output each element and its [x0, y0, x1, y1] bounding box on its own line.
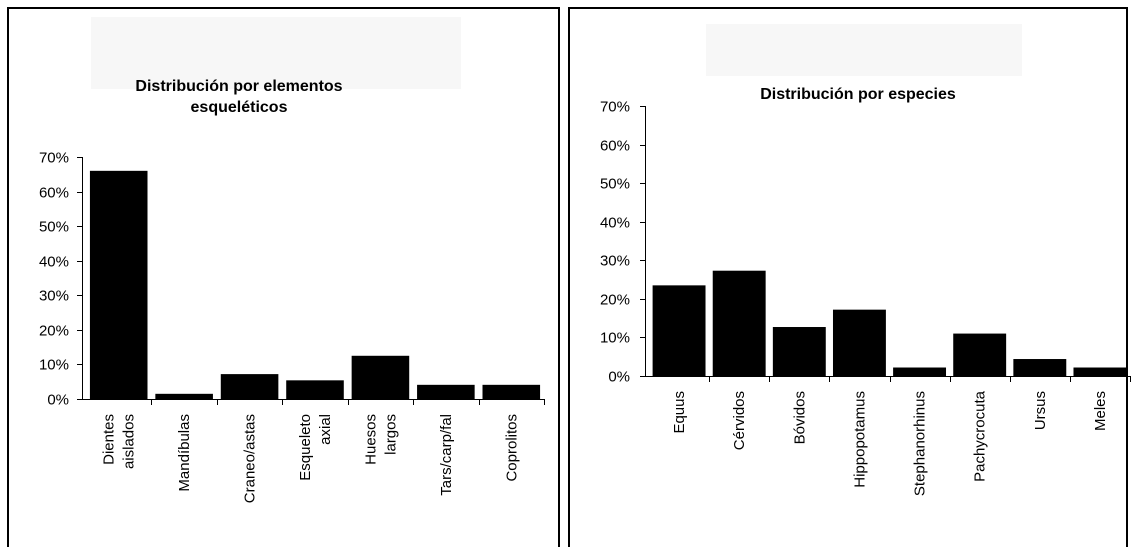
x-category-text: Meles — [1092, 391, 1109, 431]
x-category-label: Ursus — [1032, 391, 1049, 430]
chart-species-svg: Distribución por especies 0% 10% 20% 30% 40% 5… — [600, 24, 1131, 496]
bar — [482, 384, 541, 399]
x-category-line: Stephanorhinus — [912, 391, 929, 496]
x-category-text: Craneo/astas — [242, 414, 259, 503]
x-category-label: Coprolitos — [503, 414, 520, 482]
x-category-line: Cérvidos — [731, 391, 748, 450]
chart-panel-elements: Distribución por elementos esqueléticos 0%… — [7, 7, 560, 547]
x-category-line: Pachycrocuta — [972, 390, 989, 482]
x-category-label: Dientes aislados — [101, 414, 138, 469]
x-category-text: Stephanorhinus — [912, 391, 929, 496]
x-category-line: Tars/carp/fal — [438, 414, 455, 496]
x-category-line: largos — [382, 414, 399, 455]
x-category-label: Pachycrocuta — [972, 390, 989, 482]
y-tick-label: 60% — [39, 185, 69, 202]
x-category-line: axial — [317, 414, 334, 445]
bar — [1073, 367, 1127, 376]
y-tick-label: 30% — [600, 253, 630, 270]
x-category-text: Mandíbulas — [176, 414, 193, 492]
chart-elements-svg: Distribución por elementos esqueléticos 0%… — [39, 17, 545, 503]
x-category-line: Craneo/astas — [242, 414, 259, 503]
x-category-line: Bóvidos — [791, 391, 808, 444]
y-tick-label: 40% — [600, 215, 630, 232]
x-category-text: Tars/carp/fal — [438, 414, 455, 496]
x-category-text: Ursus — [1032, 391, 1049, 430]
x-category-line: Huesos — [362, 414, 379, 465]
bar — [155, 393, 213, 399]
x-category-text: Coprolitos — [503, 414, 520, 482]
bar — [286, 380, 344, 399]
y-tick-label: 30% — [39, 288, 69, 305]
x-category-text: Huesos largos — [362, 414, 399, 465]
bar — [953, 333, 1007, 376]
x-category-line: Coprolitos — [503, 414, 520, 482]
x-category-label: Hippopotamus — [851, 391, 868, 488]
x-category-line: Dientes — [101, 414, 118, 465]
x-category-text: Bóvidos — [791, 391, 808, 444]
x-category-text: Dientes aislados — [101, 414, 138, 469]
x-category-text: Pachycrocuta — [972, 390, 989, 482]
y-tick-label: 20% — [600, 292, 630, 309]
title-background — [91, 17, 461, 89]
x-category-label: Cérvidos — [731, 391, 748, 450]
chart-title: Distribución por elementos esqueléticos — [135, 78, 342, 116]
y-tick-label: 10% — [39, 357, 69, 374]
y-tick-label: 70% — [600, 99, 630, 116]
x-category-line: Equus — [671, 391, 688, 434]
y-tick-label: 50% — [39, 219, 69, 236]
bar — [89, 170, 148, 399]
x-category-line: Meles — [1092, 391, 1109, 431]
bar — [351, 355, 410, 399]
y-tick-label: 50% — [600, 176, 630, 193]
y-tick-label: 0% — [47, 392, 69, 409]
x-category-line: Ursus — [1032, 391, 1049, 430]
x-category-text: Esqueleto axial — [297, 414, 334, 481]
bar — [417, 384, 475, 399]
x-category-label: Bóvidos — [791, 391, 808, 444]
x-category-text: Equus — [671, 391, 688, 434]
x-category-text: Cérvidos — [731, 391, 748, 450]
title-background — [706, 24, 1022, 76]
bar — [893, 367, 947, 376]
y-tick-label: 0% — [608, 369, 630, 386]
bar — [712, 270, 766, 376]
bar — [832, 309, 886, 376]
bar — [1013, 359, 1067, 376]
x-category-text: Hippopotamus — [851, 391, 868, 488]
bar — [652, 285, 706, 376]
bar — [772, 327, 826, 376]
x-category-line: Mandíbulas — [176, 414, 193, 492]
x-category-label: Equus — [671, 391, 688, 434]
chart-title-line: Distribución por especies — [760, 86, 956, 103]
y-tick-label: 60% — [600, 138, 630, 155]
x-category-label: Esqueleto axial — [297, 414, 334, 481]
y-tick-label: 70% — [39, 150, 69, 167]
x-category-label: Tars/carp/fal — [438, 414, 455, 496]
x-category-label: Meles — [1092, 391, 1109, 431]
x-category-label: Craneo/astas — [242, 414, 259, 503]
chart-panel-species: Distribución por especies 0% 10% 20% 30% 40% 5… — [568, 7, 1131, 547]
y-tick-label: 20% — [39, 323, 69, 340]
x-category-label: Stephanorhinus — [912, 391, 929, 496]
chart-title: Distribución por especies — [760, 86, 956, 103]
chart-title-line: esqueléticos — [191, 99, 288, 116]
chart-title-line: Distribución por elementos — [135, 78, 342, 95]
x-category-line: Esqueleto — [297, 414, 314, 481]
x-category-label: Huesos largos — [362, 414, 399, 465]
x-category-line: Hippopotamus — [851, 391, 868, 488]
bar — [220, 374, 279, 399]
x-category-line: aislados — [121, 414, 138, 469]
y-tick-label: 10% — [600, 330, 630, 347]
x-category-label: Mandíbulas — [176, 414, 193, 492]
y-tick-label: 40% — [39, 254, 69, 271]
